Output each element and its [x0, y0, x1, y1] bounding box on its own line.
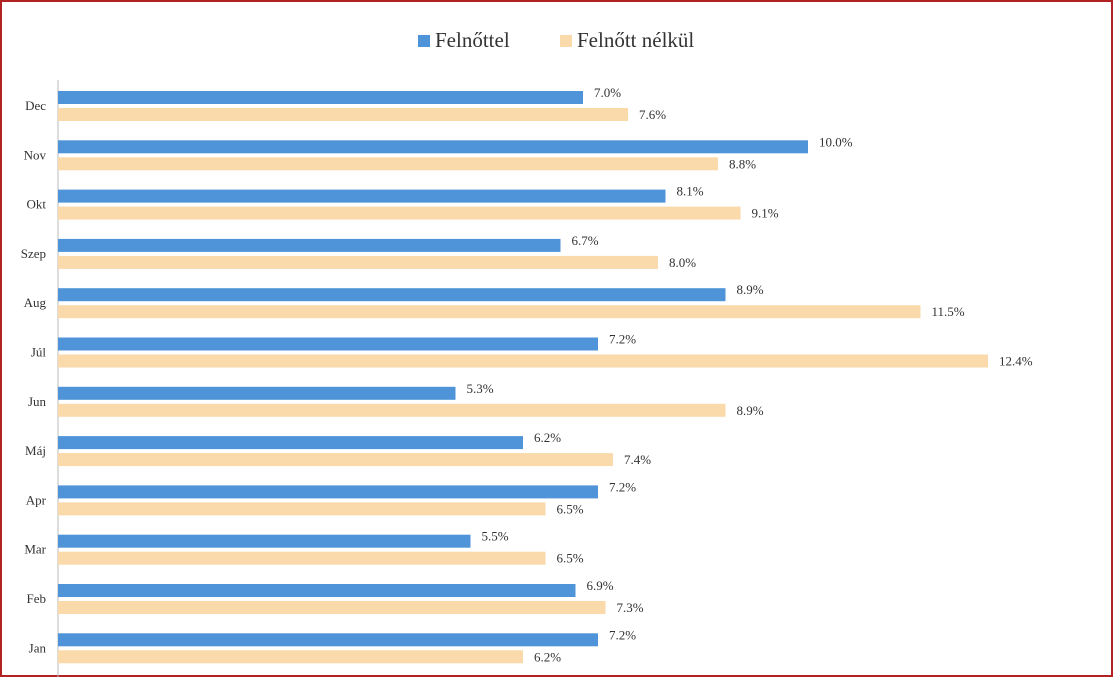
value-label: 7.0% [594, 85, 621, 100]
value-label: 5.3% [467, 381, 494, 396]
value-label: 8.0% [669, 255, 696, 270]
bar [58, 189, 666, 203]
y-tick-label: Jan [29, 640, 47, 655]
value-label: 11.5% [932, 304, 965, 319]
bar [58, 436, 523, 450]
y-tick-label: Szep [21, 246, 46, 261]
bar [58, 305, 921, 319]
value-label: 7.2% [609, 479, 636, 494]
bar [58, 601, 606, 614]
value-label: 6.2% [534, 649, 561, 664]
y-tick-label: Nov [24, 147, 47, 162]
bar [58, 91, 583, 104]
y-tick-label: Dec [25, 98, 46, 113]
value-label: 7.4% [624, 452, 651, 467]
value-label: 6.2% [534, 430, 561, 445]
bar [58, 255, 658, 269]
y-tick-label: Apr [26, 492, 47, 507]
y-tick-label: Máj [25, 443, 46, 458]
y-tick-label: Aug [24, 295, 47, 310]
value-label: 7.2% [609, 627, 636, 642]
value-label: 12.4% [999, 353, 1033, 368]
legend-label: Felnőtt nélkül [577, 28, 694, 52]
value-label: 6.5% [557, 501, 584, 516]
bar [58, 157, 718, 171]
bar [58, 633, 598, 647]
value-label: 6.9% [587, 578, 614, 593]
y-tick-label: Feb [27, 591, 47, 606]
bar [58, 386, 456, 400]
bar [58, 354, 988, 368]
bar [58, 502, 546, 516]
y-tick-label: Mar [24, 542, 46, 557]
bar [58, 403, 726, 417]
bar [58, 288, 726, 302]
value-label: 5.5% [482, 529, 509, 544]
value-label: 7.3% [617, 600, 644, 615]
y-tick-label: Okt [27, 197, 47, 212]
bar [58, 206, 741, 220]
value-label: 10.0% [819, 134, 853, 149]
bar [58, 584, 576, 597]
bar [58, 551, 546, 565]
y-tick-label: Jun [28, 394, 47, 409]
bar [58, 238, 561, 252]
value-label: 7.2% [609, 331, 636, 346]
value-label: 8.8% [729, 156, 756, 171]
bar [58, 140, 808, 154]
bar [58, 337, 598, 351]
value-label: 8.9% [737, 282, 764, 297]
value-label: 6.5% [557, 551, 584, 566]
bar [58, 650, 523, 664]
value-label: 7.6% [639, 107, 666, 122]
y-tick-label: Júl [31, 344, 47, 359]
legend-label: Felnőttel [435, 28, 510, 52]
bar [58, 534, 471, 548]
bar [58, 453, 613, 467]
legend-swatch [560, 35, 572, 47]
legend-swatch [418, 35, 430, 47]
bar [58, 108, 628, 121]
value-label: 9.1% [752, 206, 779, 221]
bar [58, 485, 598, 499]
value-label: 8.9% [737, 403, 764, 418]
value-label: 6.7% [572, 233, 599, 248]
value-label: 8.1% [677, 184, 704, 199]
